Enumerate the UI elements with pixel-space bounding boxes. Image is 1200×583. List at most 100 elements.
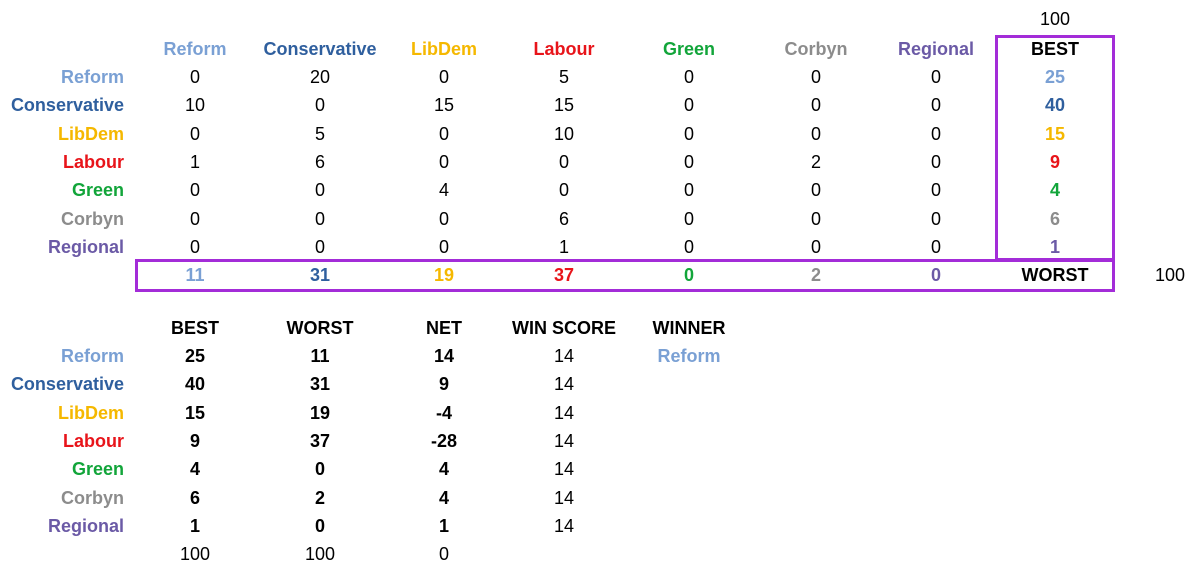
worst-row-highlight <box>135 259 1115 292</box>
summary-header: WORST <box>286 318 354 338</box>
matrix-cell: 0 <box>683 208 694 229</box>
matrix-cell: 5 <box>314 123 325 144</box>
matrix-cell: 0 <box>683 180 694 201</box>
summary-winner: Reform <box>657 346 721 366</box>
matrix-cell: 4 <box>438 180 449 201</box>
matrix-cell: 0 <box>558 180 569 201</box>
summary-worst: 19 <box>309 402 331 423</box>
matrix-best-value: 6 <box>1049 208 1060 229</box>
matrix-best-value: 15 <box>1044 123 1066 144</box>
summary-best: 6 <box>189 487 200 508</box>
matrix-best-value: 1 <box>1049 236 1060 257</box>
summary-row-label: LibDem <box>57 402 124 423</box>
matrix-cell: 2 <box>810 151 821 172</box>
matrix-worst-value: 2 <box>810 265 821 286</box>
matrix-cell: 0 <box>189 208 200 229</box>
matrix-worst-value: 0 <box>930 265 941 286</box>
matrix-cell: 0 <box>683 95 694 116</box>
matrix-row-label: Regional <box>47 236 124 257</box>
summary-net: -28 <box>430 430 457 451</box>
summary-worst: 11 <box>310 346 330 366</box>
summary-win-score: 14 <box>553 515 575 536</box>
summary-row-label: Reform <box>60 346 124 366</box>
matrix-cell: 0 <box>438 208 449 229</box>
summary-net: 4 <box>438 487 449 508</box>
matrix-cell: 15 <box>553 95 575 116</box>
matrix-row-label: Green <box>71 180 124 201</box>
matrix-row-label: Labour <box>63 151 124 172</box>
summary-net: 4 <box>438 459 449 480</box>
matrix-cell: 0 <box>438 123 449 144</box>
summary-win-score: 14 <box>553 487 575 508</box>
summary-best: 9 <box>189 430 200 451</box>
matrix-best-value: 4 <box>1049 180 1060 201</box>
summary-net: 14 <box>433 346 455 366</box>
summary-worst: 37 <box>309 430 331 451</box>
summary-total: 100 <box>179 544 211 565</box>
matrix-cell: 0 <box>930 208 941 229</box>
matrix-cell: 0 <box>930 67 941 87</box>
matrix-column-header: Regional <box>897 39 974 59</box>
matrix-cell: 0 <box>189 236 200 257</box>
matrix-cell: 0 <box>438 67 449 87</box>
matrix-cell: 0 <box>438 236 449 257</box>
matrix-best-value: 40 <box>1044 95 1066 116</box>
summary-worst: 0 <box>314 515 325 536</box>
matrix-worst-value: 0 <box>683 265 694 286</box>
summary-win-score: 14 <box>553 459 575 480</box>
summary-win-score: 14 <box>553 402 575 423</box>
summary-total: 0 <box>438 544 449 565</box>
summary-header: NET <box>426 318 462 338</box>
matrix-worst-value: 31 <box>309 265 331 286</box>
matrix-worst-label: WORST <box>1021 265 1089 286</box>
matrix-cell: 0 <box>810 67 821 87</box>
matrix-cell: 0 <box>810 208 821 229</box>
summary-win-score: 14 <box>553 346 575 366</box>
matrix-column-header: Conservative <box>263 39 377 59</box>
matrix-cell: 0 <box>314 236 325 257</box>
matrix-cell: 0 <box>683 67 694 87</box>
summary-best: 4 <box>189 459 200 480</box>
matrix-cell: 0 <box>683 151 694 172</box>
matrix-worst-value: 37 <box>553 265 575 286</box>
summary-worst: 0 <box>314 459 325 480</box>
summary-header: WINNER <box>652 318 726 338</box>
summary-row-label: Labour <box>63 430 124 451</box>
matrix-worst-value: 19 <box>433 265 455 286</box>
matrix-cell: 5 <box>558 67 569 87</box>
summary-best: 25 <box>184 346 206 366</box>
summary-row-label: Regional <box>47 515 124 536</box>
summary-row-label: Corbyn <box>61 487 124 508</box>
matrix-row-label: LibDem <box>57 123 124 144</box>
summary-header: WIN SCORE <box>511 318 616 338</box>
matrix-best-value: 9 <box>1049 151 1060 172</box>
matrix-cell: 0 <box>683 123 694 144</box>
matrix-cell: 0 <box>189 180 200 201</box>
summary-net: 9 <box>438 374 449 395</box>
summary-row-label: Green <box>71 459 124 480</box>
matrix-cell: 0 <box>930 95 941 116</box>
matrix-corner-total: 100 <box>1039 9 1071 29</box>
matrix-row-label: Corbyn <box>61 208 124 229</box>
matrix-cell: 0 <box>189 123 200 144</box>
matrix-cell: 0 <box>314 180 325 201</box>
matrix-worst-value: 11 <box>185 265 205 286</box>
summary-win-score: 14 <box>553 374 575 395</box>
summary-total: 100 <box>304 544 336 565</box>
summary-best: 1 <box>189 515 200 536</box>
best-column-highlight <box>995 35 1115 261</box>
matrix-column-header: Reform <box>163 39 227 59</box>
summary-header: BEST <box>170 318 219 338</box>
matrix-cell: 0 <box>930 236 941 257</box>
matrix-cell: 0 <box>810 236 821 257</box>
matrix-cell: 0 <box>810 180 821 201</box>
matrix-cell: 0 <box>810 123 821 144</box>
matrix-worst-total: 100 <box>1154 265 1186 286</box>
matrix-row-label: Reform <box>60 67 124 87</box>
matrix-column-header: Labour <box>533 39 595 59</box>
matrix-column-header: Green <box>662 39 716 59</box>
matrix-cell: 10 <box>184 95 206 116</box>
matrix-cell: 1 <box>558 236 569 257</box>
matrix-cell: 0 <box>314 95 325 116</box>
matrix-cell: 10 <box>553 123 575 144</box>
